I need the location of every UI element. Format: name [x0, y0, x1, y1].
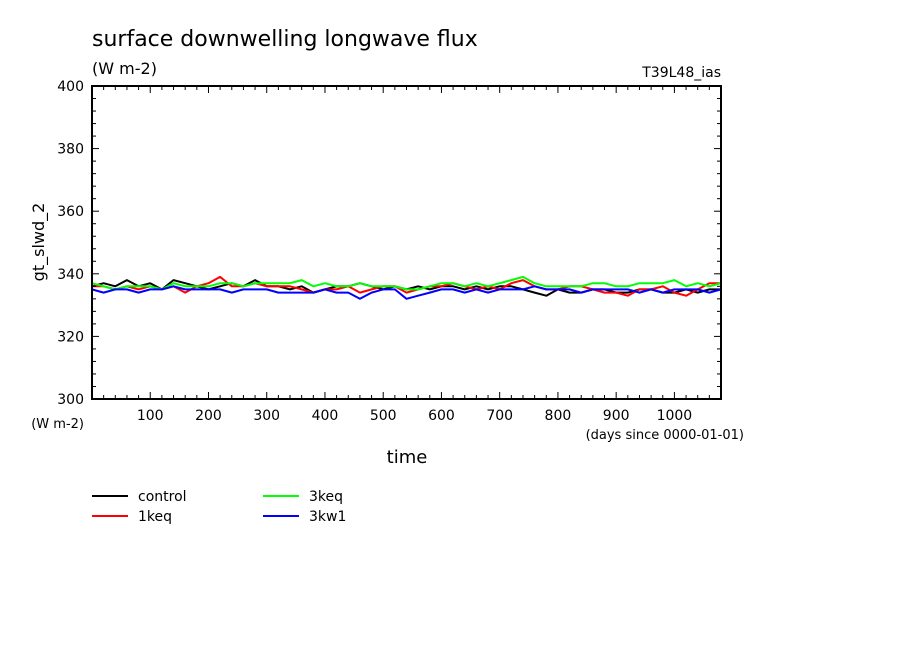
y-tick-label: 400	[57, 79, 84, 95]
y-unit-label: (W m-2)	[31, 417, 84, 432]
y-tick-label: 380	[57, 142, 84, 158]
x-tick-label: 1000	[657, 408, 693, 424]
series-line-3keq	[91, 275, 722, 291]
legend-label: 1keq	[138, 509, 172, 525]
x-tick-label: 200	[195, 408, 222, 424]
y-tick-label: 340	[57, 267, 84, 283]
legend-item-3kw1: 3kw1	[263, 509, 346, 525]
x-tick-label: 800	[545, 408, 572, 424]
legend-item-1keq: 1keq	[92, 509, 172, 525]
legend-label: control	[138, 489, 187, 505]
y-tick-label: 360	[57, 204, 84, 220]
y-tick-label: 320	[57, 329, 84, 345]
x-tick-label: 500	[370, 408, 397, 424]
y-axis-label: gt_slwd_2	[29, 203, 49, 282]
series-line-3kw1	[91, 285, 722, 300]
x-tick-label: 400	[312, 408, 339, 424]
x-axis-label: time	[387, 447, 428, 468]
legend-item-3keq: 3keq	[263, 489, 343, 505]
series-layer	[91, 275, 722, 300]
chart-subtitle: (W m-2)	[92, 59, 157, 78]
legend-item-control: control	[92, 489, 187, 505]
x-tick-label: 300	[253, 408, 280, 424]
x-tick-label: 700	[486, 408, 513, 424]
plot-frame	[91, 85, 722, 400]
experiment-label: T39L48_ias	[641, 65, 721, 81]
x-unit-label: (days since 0000-01-01)	[586, 428, 744, 443]
legend-label: 3kw1	[309, 509, 346, 525]
chart-title: surface downwelling longwave flux	[92, 27, 478, 52]
x-tick-label: 600	[428, 408, 455, 424]
legend: control 1keq 3keq 3kw1	[92, 489, 346, 525]
x-tick-label: 900	[603, 408, 630, 424]
legend-label: 3keq	[309, 489, 343, 505]
tick-layer: 100 200 300 400 500 600 700 800 900 1000 300 320 340…	[57, 79, 721, 424]
x-tick-label: 100	[137, 408, 164, 424]
y-tick-label: 300	[57, 392, 84, 408]
